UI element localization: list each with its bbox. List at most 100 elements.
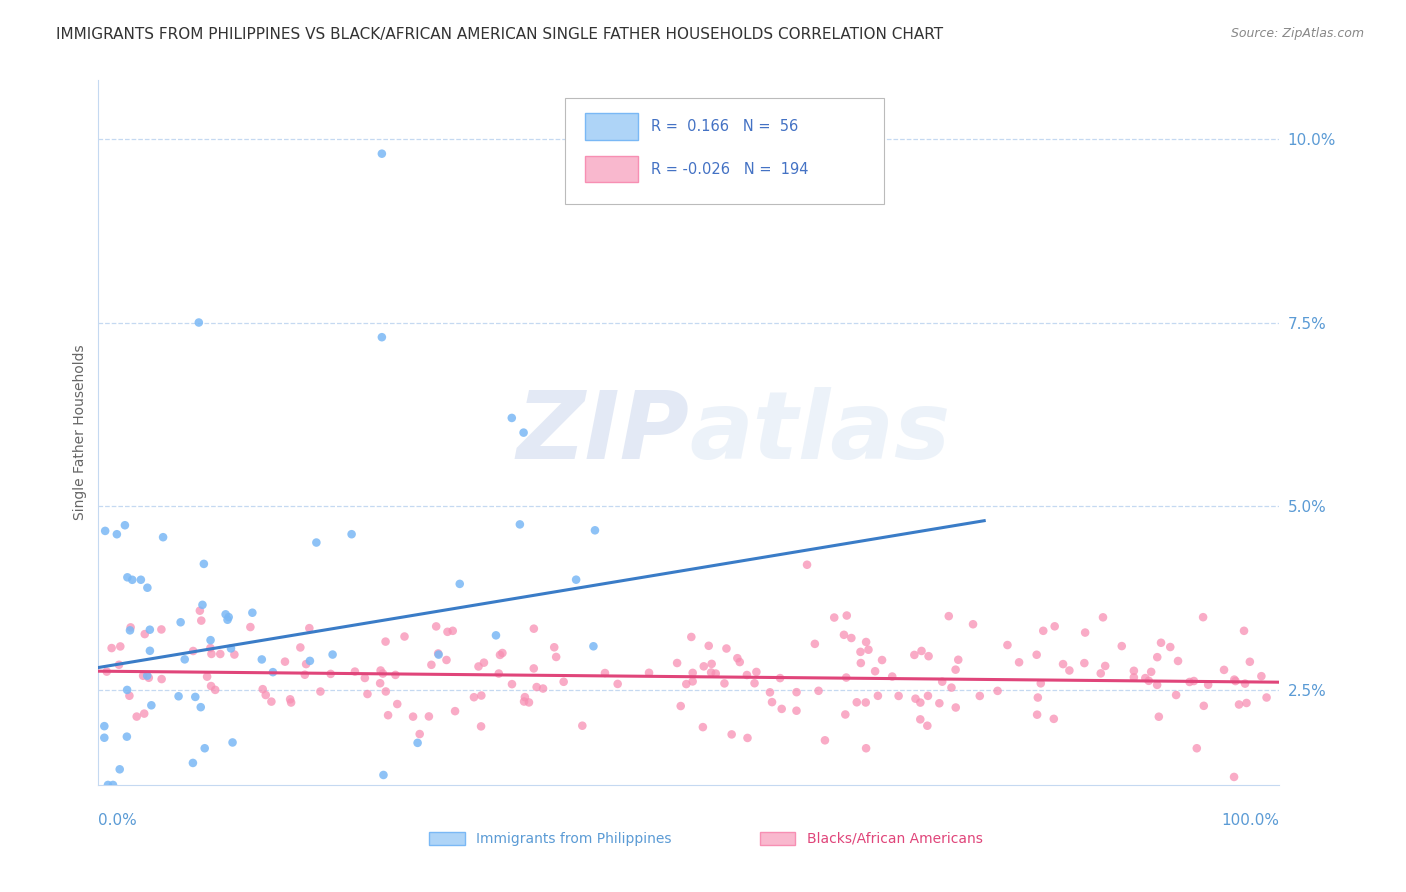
Point <box>239 620 262 634</box>
Point <box>254 688 277 702</box>
Point <box>100 641 122 656</box>
Point <box>501 411 523 425</box>
Point <box>841 631 863 645</box>
Point <box>115 730 138 744</box>
Point <box>931 674 953 689</box>
Point <box>785 704 807 718</box>
Point <box>181 644 204 658</box>
Point <box>436 624 458 639</box>
Point <box>141 698 163 713</box>
Point <box>110 640 132 654</box>
Point <box>418 709 440 723</box>
Point <box>1043 712 1066 726</box>
Point <box>1026 690 1049 705</box>
Point <box>835 671 858 685</box>
Point <box>823 610 845 624</box>
Point <box>467 659 489 673</box>
Point <box>387 697 409 711</box>
Point <box>121 573 143 587</box>
Point <box>769 671 792 685</box>
Point <box>371 666 394 681</box>
Point <box>863 665 886 679</box>
Point <box>394 630 416 644</box>
Point <box>606 677 628 691</box>
Point <box>139 623 162 637</box>
Point <box>1091 610 1114 624</box>
Point <box>274 655 297 669</box>
Point <box>488 666 510 681</box>
Point <box>368 676 391 690</box>
Point <box>917 689 939 703</box>
Point <box>463 690 485 705</box>
Point <box>356 687 378 701</box>
Point <box>910 644 932 658</box>
Point <box>290 640 312 655</box>
Point <box>713 676 735 690</box>
Point <box>1197 678 1219 692</box>
Point <box>1137 673 1160 688</box>
Point <box>489 648 512 662</box>
Point <box>761 695 783 709</box>
Point <box>250 652 273 666</box>
Point <box>322 648 344 662</box>
Point <box>214 607 236 622</box>
Point <box>200 647 222 661</box>
Point <box>962 617 984 632</box>
Point <box>298 654 321 668</box>
Point <box>582 640 605 654</box>
Point <box>693 659 716 673</box>
Point <box>1043 619 1066 633</box>
Point <box>377 708 399 723</box>
Point <box>406 736 429 750</box>
Point <box>513 690 536 705</box>
Point <box>370 664 392 678</box>
FancyBboxPatch shape <box>585 156 638 183</box>
Point <box>260 695 283 709</box>
Point <box>1185 741 1208 756</box>
Point <box>262 665 284 680</box>
Point <box>682 665 704 680</box>
Point <box>517 695 540 709</box>
Point <box>565 573 588 587</box>
Point <box>309 684 332 698</box>
Point <box>513 694 536 708</box>
Point <box>209 647 232 661</box>
Point <box>94 524 117 538</box>
Point <box>1052 657 1074 672</box>
Point <box>526 680 548 694</box>
FancyBboxPatch shape <box>565 98 884 203</box>
Point <box>700 657 723 671</box>
Point <box>118 624 141 638</box>
Point <box>427 648 450 662</box>
Point <box>1029 676 1052 690</box>
Point <box>638 665 661 680</box>
Point <box>1150 636 1173 650</box>
Point <box>835 608 858 623</box>
Point <box>523 622 546 636</box>
Point <box>125 709 148 723</box>
Point <box>371 146 394 161</box>
Text: Blacks/African Americans: Blacks/African Americans <box>807 831 983 846</box>
Point <box>240 606 263 620</box>
Point <box>1146 650 1168 665</box>
Point <box>187 316 209 330</box>
Point <box>218 610 240 624</box>
Point <box>200 640 222 655</box>
Point <box>295 657 318 672</box>
Point <box>681 630 703 644</box>
Point <box>93 719 115 733</box>
Point <box>786 685 808 699</box>
Point <box>666 656 689 670</box>
Point <box>796 558 818 572</box>
Point <box>1178 675 1201 690</box>
Point <box>1227 698 1250 712</box>
Point <box>1122 670 1144 684</box>
Point <box>1213 663 1236 677</box>
Point <box>546 650 568 665</box>
Point <box>343 665 366 679</box>
Point <box>1239 655 1261 669</box>
Point <box>427 647 450 661</box>
Point <box>512 425 534 440</box>
Point <box>804 637 827 651</box>
Text: 0.0%: 0.0% <box>98 814 138 828</box>
